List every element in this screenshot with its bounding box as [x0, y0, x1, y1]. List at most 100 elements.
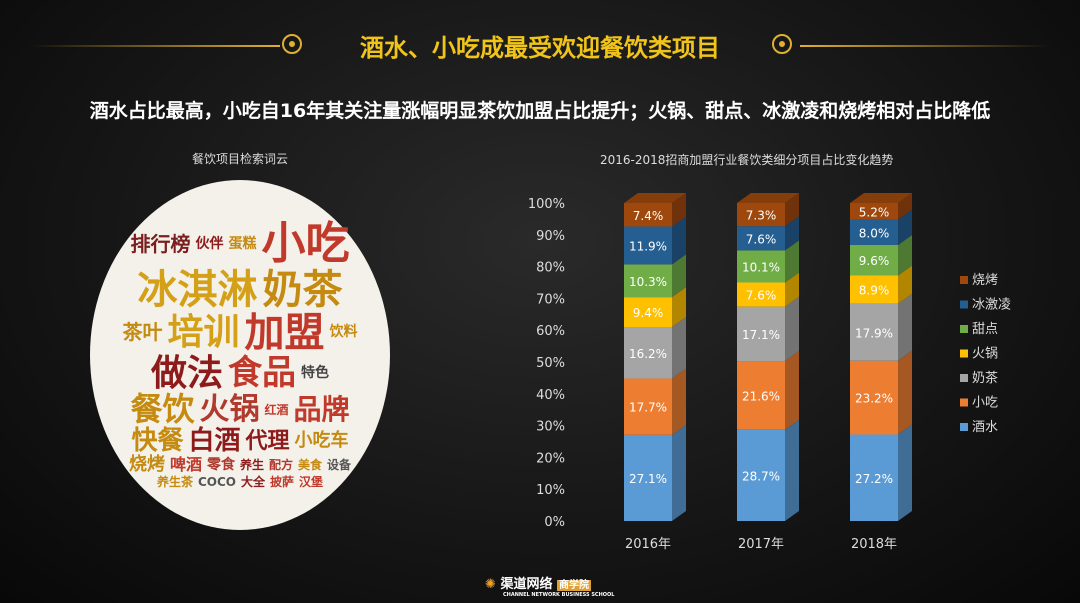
bar-segment-side: [785, 272, 799, 307]
data-label: 28.7%: [742, 469, 780, 483]
word-cloud-word: COCO: [197, 475, 236, 490]
title-ornament-left: [282, 34, 302, 54]
x-tick-label: 2018年: [851, 537, 897, 552]
bar-segment-side: [672, 216, 686, 265]
bar-segment: [624, 434, 672, 521]
word-cloud-word: 培训: [167, 311, 240, 353]
word-cloud-word: 美食: [298, 458, 323, 473]
word-cloud-word: 快餐: [131, 425, 184, 456]
word-cloud-word: 汉堡: [299, 475, 324, 490]
word-cloud-word: 零食: [206, 457, 235, 474]
bar-segment: [737, 282, 785, 307]
y-tick-label: 70%: [536, 292, 565, 307]
legend-item: 奶茶: [972, 370, 998, 386]
bar-segment: [737, 429, 785, 521]
bar-segment-side: [898, 424, 912, 521]
title-ornament-right: [772, 34, 792, 54]
logo: ✺ 渠道网络 商学院 CHANNEL NETWORK BUSINESS SCHO…: [485, 573, 614, 598]
bar-segment-side: [672, 193, 686, 227]
bar-top: [850, 193, 912, 203]
word-cloud-title: 餐饮项目检索词云: [191, 152, 288, 166]
word-cloud-word: 排行榜: [130, 231, 191, 256]
word-cloud: 排行榜 伙伴 蛋糕 小吃 冰淇淋 奶茶 茶叶 培训 加盟 饮料 做法 食品 特色 餐饮 火锅 红酒 品牌 快餐 白酒…: [90, 180, 390, 530]
data-label: 7.6%: [746, 289, 777, 303]
bar-segment-side: [672, 254, 686, 298]
word-cloud-word: 伙伴: [195, 236, 224, 253]
word-cloud-word: 养生茶: [156, 475, 193, 490]
word-cloud-word: 小吃: [261, 218, 350, 270]
word-cloud-word: 红酒: [264, 402, 289, 417]
legend-item: 烧烤: [972, 273, 998, 288]
x-tick-label: 2016年: [625, 537, 671, 552]
word-cloud-word: 大全: [240, 475, 265, 490]
data-label: 7.4%: [633, 209, 664, 223]
slide-subtitle: 酒水占比最高，小吃自16年其关注量涨幅明显茶饮加盟占比提升；火锅、甜点、冰激凌和…: [89, 100, 991, 122]
data-label: 16.2%: [629, 347, 667, 361]
word-cloud-word: 啤酒: [169, 455, 202, 475]
bar-segment-side: [898, 234, 912, 276]
data-label: 10.3%: [629, 275, 667, 289]
bar-segment: [737, 250, 785, 283]
data-label: 27.2%: [855, 472, 893, 486]
data-label: 5.2%: [859, 205, 890, 219]
word-cloud-word: 披萨: [270, 475, 295, 490]
bar-segment: [850, 203, 898, 220]
word-cloud-word: 设备: [327, 458, 352, 473]
bar-segment: [737, 226, 785, 251]
data-label: 21.6%: [742, 389, 780, 403]
bar-segment-side: [672, 424, 686, 521]
bar-segment: [850, 434, 898, 521]
bar-segment: [850, 244, 898, 276]
data-label: 17.7%: [629, 401, 667, 415]
bar-segment-side: [785, 296, 799, 362]
y-tick-label: 90%: [536, 229, 565, 244]
data-label: 27.1%: [629, 472, 667, 486]
bar-segment-side: [672, 317, 686, 379]
logo-english: CHANNEL NETWORK BUSINESS SCHOOL: [503, 592, 615, 598]
x-tick-label: 2017年: [738, 537, 784, 552]
word-cloud-word: 养生: [239, 458, 264, 473]
legend-swatch: [960, 423, 968, 431]
legend-item: 火锅: [972, 346, 998, 362]
data-label: 8.0%: [859, 226, 890, 240]
y-tick-label: 0%: [544, 515, 565, 530]
legend-item: 冰激凌: [972, 298, 1011, 313]
word-cloud-word: 做法: [150, 352, 223, 394]
y-tick-label: 60%: [536, 324, 565, 339]
data-label: 8.9%: [859, 284, 890, 298]
y-tick-label: 100%: [528, 197, 565, 212]
logo-icon: ✺: [485, 577, 496, 592]
bar-segment-side: [785, 240, 799, 283]
title-divider-right: [800, 45, 1050, 47]
word-cloud-word: 品牌: [293, 393, 350, 427]
bar-segment: [624, 378, 672, 435]
bar-segment: [737, 203, 785, 227]
word-cloud-word: 茶叶: [122, 320, 163, 344]
data-label: 7.3%: [746, 209, 777, 223]
word-cloud-word: 奶茶: [262, 266, 343, 313]
legend-swatch: [960, 398, 968, 407]
bar-segment-side: [672, 287, 686, 328]
legend-swatch: [960, 374, 968, 382]
data-label: 11.9%: [629, 239, 667, 253]
y-tick-label: 20%: [536, 451, 565, 466]
y-tick-label: 50%: [536, 356, 565, 371]
word-cloud-word: 白酒: [188, 425, 241, 456]
legend-swatch: [960, 349, 968, 358]
word-cloud-word: 火锅: [199, 392, 260, 428]
bar-segment: [850, 303, 898, 361]
bar-segment-side: [898, 265, 912, 304]
word-cloud-word: 配方: [268, 458, 293, 473]
y-tick-label: 30%: [536, 420, 565, 435]
word-cloud-word: 餐饮: [130, 390, 195, 429]
bar-segment: [850, 360, 898, 435]
bar-segment: [624, 297, 672, 328]
bar-segment: [624, 203, 672, 227]
data-label: 23.2%: [855, 392, 893, 406]
legend-swatch: [960, 276, 968, 284]
bar-segment-side: [785, 419, 799, 521]
word-cloud-word: 特色: [301, 365, 329, 382]
bar-segment: [850, 219, 898, 245]
data-label: 7.6%: [746, 232, 777, 246]
